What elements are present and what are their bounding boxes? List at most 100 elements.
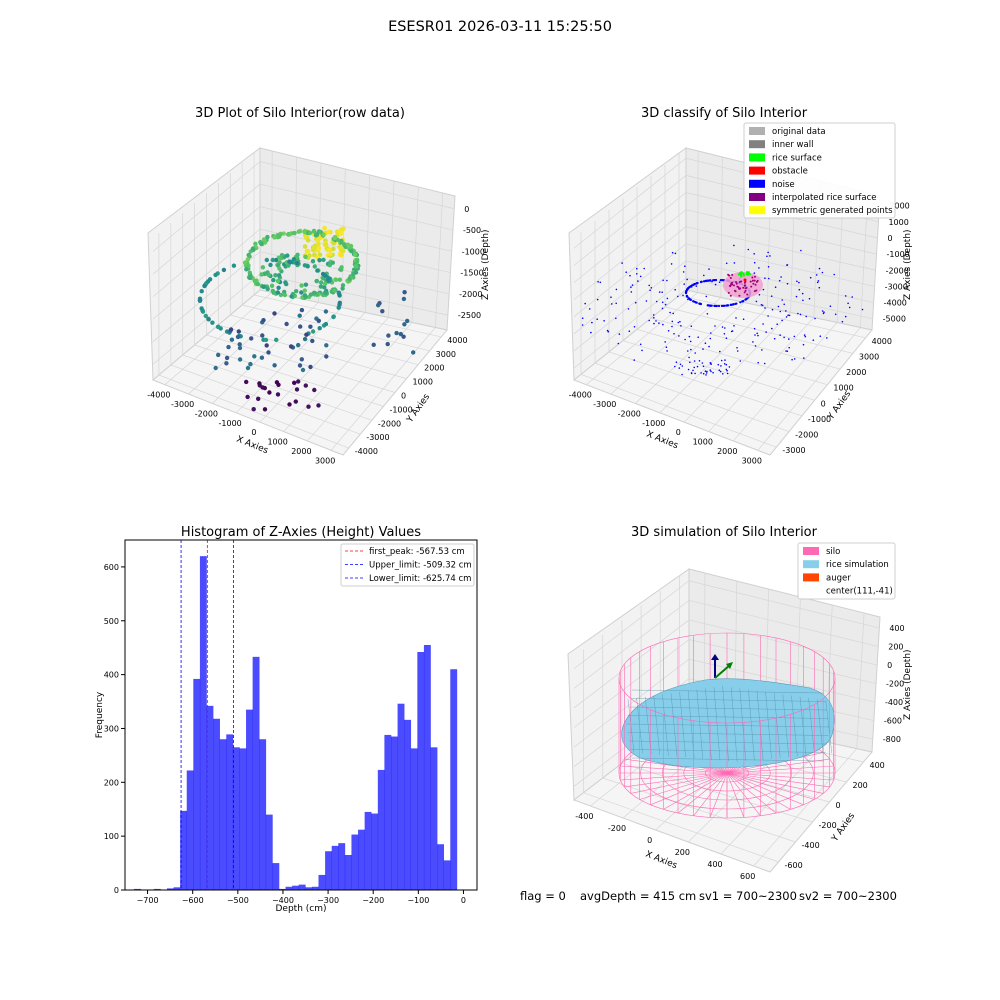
noise-point — [735, 302, 738, 305]
data-point — [267, 390, 272, 395]
noise-point — [630, 291, 633, 293]
data-point — [261, 237, 267, 242]
noise-point — [808, 297, 811, 300]
mesh-line — [627, 732, 829, 736]
x-tick-labels: −700 −600 −500 −400 −300 −200 −100 0 — [137, 890, 466, 905]
y-tick-label: 0 — [836, 801, 841, 810]
noise-point — [739, 360, 742, 362]
data-point — [274, 337, 279, 342]
data-point — [401, 296, 407, 302]
data-point — [237, 357, 243, 362]
data-point — [312, 290, 317, 295]
y-tick-labels: -4000 -3000 -2000 -1000 0 1000 2000 3000 4000 — [355, 336, 468, 456]
mesh-line — [627, 715, 829, 719]
noise-point — [670, 263, 673, 265]
noise-point — [629, 274, 631, 277]
noise-point — [783, 336, 785, 339]
noise-point — [615, 288, 618, 291]
noise-point — [674, 365, 676, 368]
silo-floor-spoke — [726, 772, 824, 794]
data-point — [339, 265, 344, 270]
data-point — [287, 259, 292, 264]
legend-swatch — [749, 193, 765, 201]
data-point — [242, 260, 248, 265]
x-tick-label: -2000 — [195, 409, 218, 418]
z-tick-label: 200 — [888, 643, 903, 652]
x-tick-label: -4000 — [147, 391, 170, 400]
noise-point — [682, 294, 684, 297]
z-tick-label: -1500 — [460, 269, 483, 278]
y-tick-label: 0 — [821, 399, 826, 408]
interpolated-surface-point — [743, 281, 746, 284]
data-point — [228, 327, 234, 332]
legend-label: first_peak: -567.53 cm — [369, 547, 465, 557]
data-point — [272, 235, 277, 240]
data-point — [299, 307, 305, 313]
noise-point — [698, 360, 701, 362]
data-point — [315, 237, 321, 242]
histogram-bar — [206, 705, 214, 890]
noise-point — [707, 279, 710, 282]
mesh-line — [630, 749, 826, 753]
data-point — [244, 267, 249, 272]
data-point — [353, 252, 358, 257]
data-point — [341, 242, 347, 247]
histogram-bar — [226, 734, 234, 890]
data-point — [339, 253, 344, 258]
noise-point — [678, 335, 680, 337]
x-tick-label: −200 — [362, 896, 384, 905]
plot-frame — [124, 539, 478, 891]
noise-point — [689, 285, 693, 288]
mesh-line — [748, 689, 755, 761]
data-point — [252, 279, 258, 284]
noise-point — [607, 330, 610, 333]
noise-point — [718, 281, 721, 284]
data-point — [307, 230, 313, 236]
legend-swatch — [749, 153, 765, 162]
silo-floor-spoke — [693, 772, 728, 816]
rice-surface-point — [740, 273, 743, 276]
data-point — [255, 281, 260, 287]
sv2-text: sv2 = 700~2300 — [799, 889, 897, 903]
noise-point — [630, 286, 632, 288]
noise-point — [800, 249, 802, 252]
data-point — [318, 284, 324, 289]
x-tick-label: −500 — [227, 896, 249, 905]
rice-surface-point — [740, 275, 743, 278]
histogram-bar — [397, 703, 405, 890]
noise-point — [814, 317, 816, 320]
noise-point — [591, 321, 593, 324]
noise-point — [709, 369, 711, 371]
mesh-line — [696, 689, 703, 759]
noise-point — [627, 308, 630, 310]
data-point — [303, 282, 309, 287]
noise-point — [715, 278, 718, 282]
noise-point — [809, 276, 812, 279]
mesh-line — [825, 700, 832, 754]
noise-point — [817, 280, 820, 282]
z-tick-label: 0 — [887, 661, 892, 670]
noise-point — [702, 348, 704, 350]
rice-surface-point — [740, 271, 743, 274]
data-point — [244, 379, 249, 385]
data-point — [276, 273, 282, 278]
data-point — [275, 278, 281, 284]
interpolated-surface-point — [744, 284, 747, 287]
data-point — [224, 355, 230, 361]
noise-point — [722, 373, 724, 375]
noise-point — [761, 349, 763, 351]
data-point — [316, 318, 321, 323]
noise-point — [687, 350, 689, 352]
noise-point — [689, 361, 691, 364]
y-tick-label: -2000 — [795, 431, 818, 440]
noise-point — [799, 313, 802, 316]
mesh-line — [688, 690, 695, 759]
noise-point — [796, 280, 798, 283]
noise-point — [709, 337, 712, 340]
interpolated-surface-point — [740, 280, 743, 283]
noise-point — [733, 244, 735, 247]
noise-point — [801, 292, 804, 295]
silo-floor-spoke — [624, 772, 728, 788]
noise-point — [767, 266, 770, 268]
data-point — [323, 309, 329, 314]
